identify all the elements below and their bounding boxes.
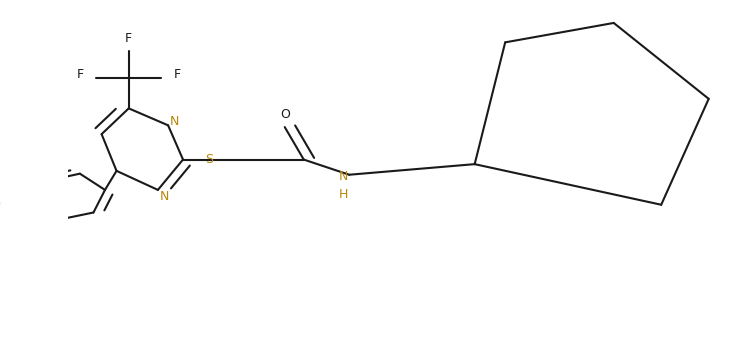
Text: F: F <box>174 68 181 81</box>
Text: N: N <box>170 115 180 127</box>
Text: H: H <box>339 188 348 201</box>
Text: S: S <box>205 153 213 166</box>
Text: F: F <box>77 68 84 81</box>
Text: F: F <box>125 32 132 45</box>
Text: N: N <box>160 190 169 203</box>
Text: O: O <box>280 108 289 121</box>
Text: N: N <box>339 170 348 183</box>
